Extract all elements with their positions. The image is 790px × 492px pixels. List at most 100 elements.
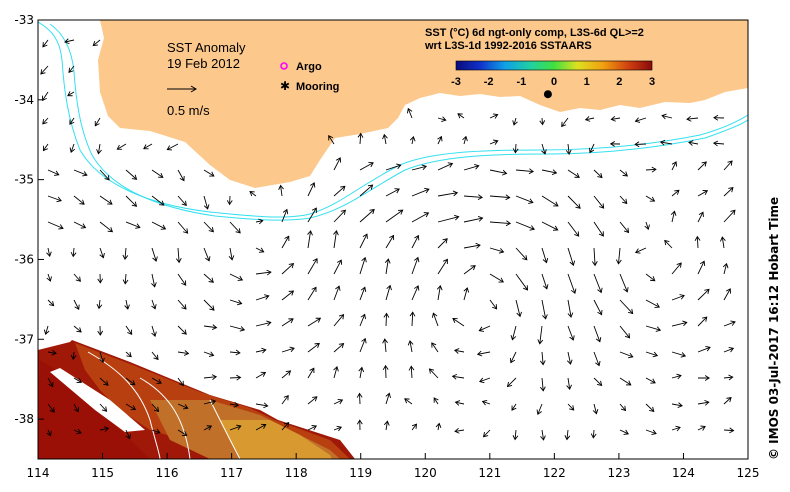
current-arrow (404, 398, 413, 405)
current-arrow (125, 221, 141, 229)
current-arrow (255, 320, 272, 327)
current-arrow (125, 403, 137, 411)
current-arrow (409, 135, 416, 145)
current-arrow (40, 65, 49, 75)
colorbar-title-line1: SST (°C) 6d ngt-only comp, L3S-6d QL>=2 (425, 27, 644, 39)
map-title: SST Anomaly (167, 40, 246, 55)
colorbar-tick-label: 2 (616, 76, 622, 88)
colorbar-tick-label: -2 (484, 76, 494, 88)
current-arrow (723, 396, 732, 405)
current-arrow (409, 311, 416, 327)
current-arrow (99, 221, 114, 233)
current-arrow (567, 247, 576, 267)
current-arrow (428, 368, 439, 379)
current-arrow (92, 39, 101, 47)
current-arrow (644, 221, 650, 231)
current-arrow (68, 65, 75, 74)
argo-legend: Argo (280, 61, 322, 73)
current-arrow (333, 185, 346, 197)
current-arrow (723, 347, 735, 353)
current-arrow (64, 38, 75, 45)
current-arrow (565, 143, 572, 155)
current-arrow (281, 394, 289, 405)
current-arrow (457, 113, 465, 119)
current-arrow (356, 419, 363, 431)
current-arrow (591, 247, 598, 267)
current-arrow (70, 351, 77, 360)
current-arrow (47, 195, 62, 203)
current-arrow (125, 377, 136, 386)
current-arrow (540, 429, 546, 441)
x-tick-label: 125 (737, 466, 760, 480)
colorbar-ticks: -3 -2 -1 0 1 2 3 (451, 76, 655, 88)
x-tick-label: 118 (285, 466, 308, 480)
current-arrow (99, 195, 113, 205)
current-arrow (333, 425, 343, 432)
current-arrow (619, 325, 631, 339)
current-arrow (281, 370, 292, 379)
current-arrow (255, 269, 272, 276)
x-axis: 114 115 116 117 118 119 120 121 122 123 124 125 (27, 453, 760, 480)
colorbar-title-line2: wrt L3S-1d 1992-2016 SSTAARS (424, 40, 592, 52)
current-arrow (411, 164, 428, 171)
current-arrow (567, 221, 580, 237)
current-arrow (411, 212, 430, 223)
current-arrow (151, 325, 157, 337)
current-arrow (515, 247, 528, 261)
current-arrow (46, 273, 52, 282)
y-tick-label: -37 (14, 332, 34, 346)
current-arrow (307, 286, 317, 301)
current-arrow (96, 143, 102, 155)
current-arrow (437, 190, 459, 197)
current-arrow (359, 233, 368, 249)
current-arrow (561, 117, 569, 128)
current-arrow (229, 299, 243, 306)
current-arrow (567, 403, 575, 411)
colorbar-tick-label: -1 (516, 76, 526, 88)
current-arrow (255, 423, 267, 431)
current-arrow (593, 221, 604, 237)
current-arrow (609, 141, 621, 147)
y-tick-label: -34 (14, 93, 34, 107)
y-tick-label: -35 (14, 173, 34, 187)
mooring-symbol-icon: ✱ (280, 79, 290, 93)
current-arrow (177, 221, 189, 234)
current-arrow (73, 403, 79, 413)
current-arrow (411, 234, 420, 249)
current-arrow (99, 351, 105, 364)
plot-frame (37, 19, 749, 460)
current-arrow (382, 364, 389, 379)
current-arrow (506, 377, 517, 388)
current-arrow (478, 325, 491, 332)
current-arrow (73, 377, 82, 383)
current-arrow (512, 429, 519, 441)
current-arrow (124, 299, 130, 310)
current-arrow (125, 325, 133, 336)
current-arrow (151, 247, 158, 262)
current-arrow (229, 221, 241, 234)
current-arrow (566, 377, 572, 390)
current-arrow (47, 299, 55, 307)
current-arrow (229, 273, 244, 281)
current-arrow (177, 273, 187, 286)
current-arrow (697, 288, 710, 301)
current-arrow (166, 143, 179, 151)
current-arrow (151, 221, 167, 230)
current-arrow (385, 284, 392, 301)
current-arrow (588, 143, 595, 154)
current-arrow (411, 285, 420, 301)
current-arrow (463, 216, 484, 223)
argo-label: Argo (296, 61, 322, 73)
current-arrow (697, 399, 710, 406)
current-arrow (177, 403, 189, 410)
current-arrow (566, 351, 573, 365)
current-arrow (151, 169, 164, 178)
current-arrow (509, 351, 517, 364)
current-arrow (510, 325, 517, 341)
x-tick-label: 115 (91, 466, 114, 480)
colorbar-tick-label: 3 (649, 76, 655, 88)
current-arrow (307, 182, 316, 197)
current-arrow (435, 422, 442, 431)
current-arrow (645, 299, 660, 308)
current-arrow (281, 421, 290, 431)
